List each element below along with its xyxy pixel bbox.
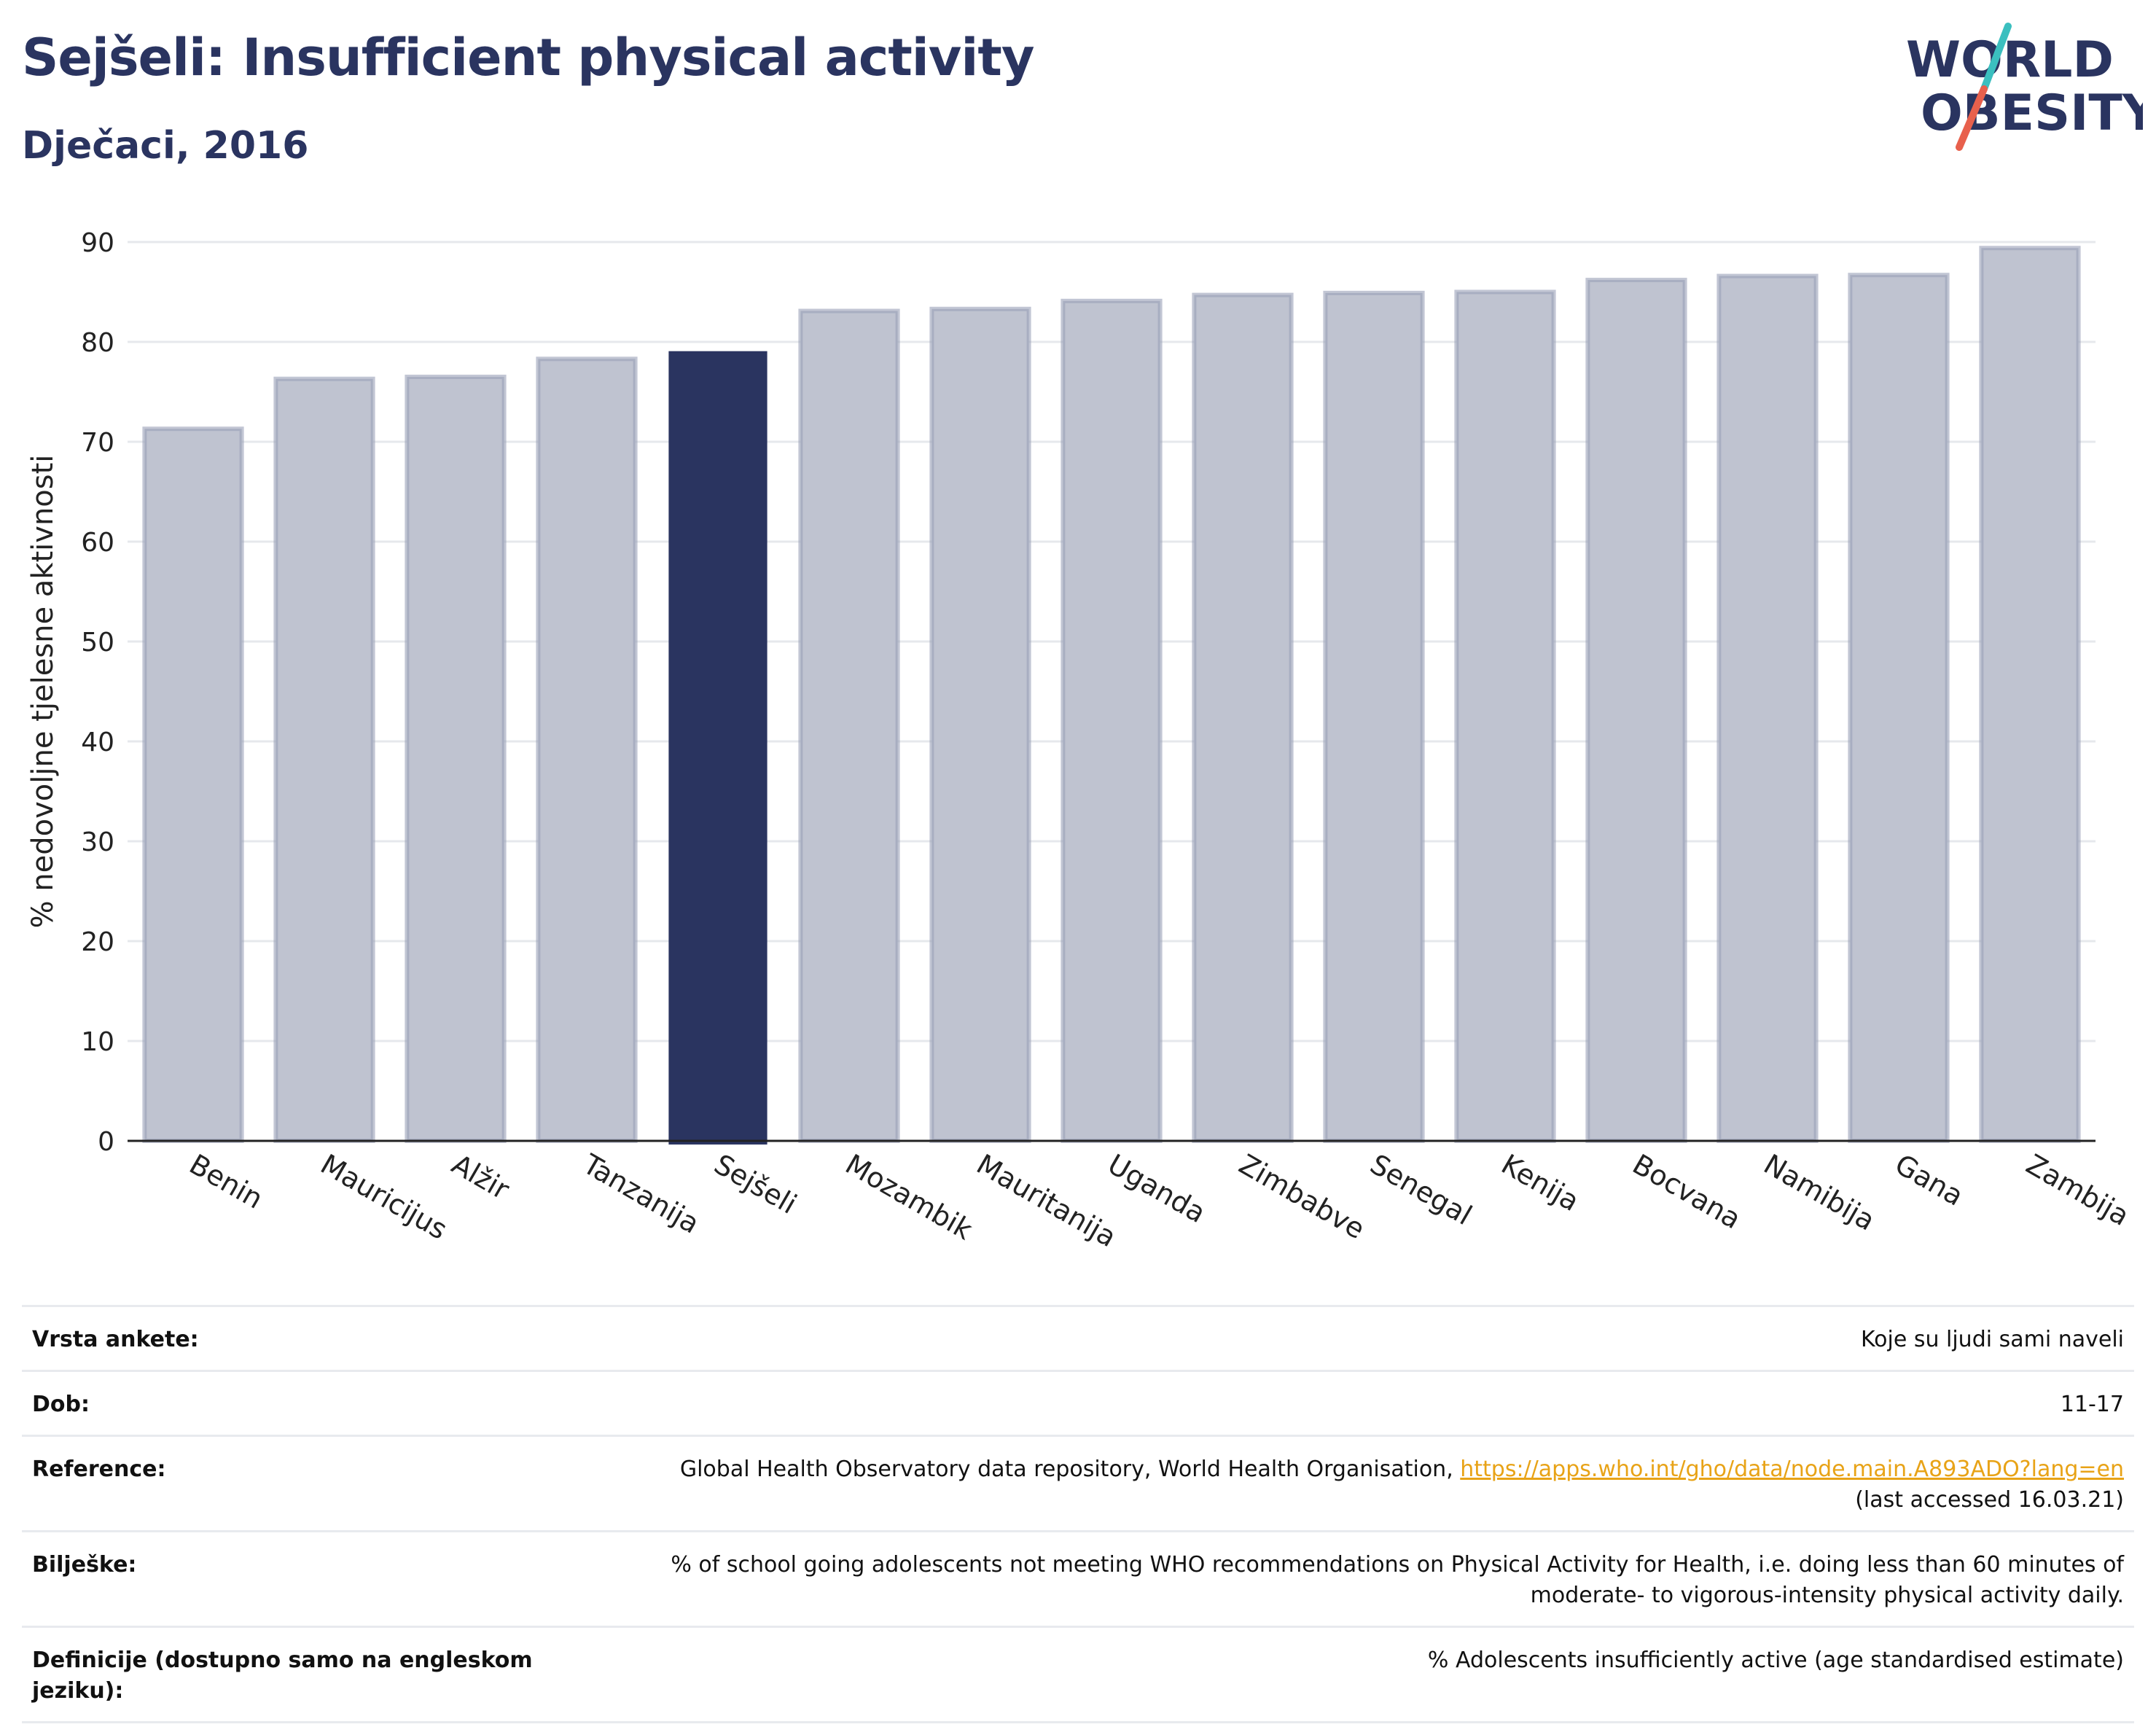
meta-label: Reference: (32, 1457, 166, 1482)
page-title: Sejšeli: Insufficient physical activity (22, 28, 1035, 87)
bar-zimbabve (1192, 292, 1294, 1144)
y-axis-title: % nedovoljne tjelesne aktivnosti (26, 455, 60, 929)
meta-label: Definicije (dostupno samo na engleskom j… (32, 1648, 533, 1704)
y-tick-label: 50 (81, 628, 114, 658)
bar-mozambik (798, 308, 900, 1143)
bar-tanzanija (536, 356, 638, 1143)
meta-label: Dob: (32, 1392, 90, 1417)
y-tick-labels: 0 10 20 30 40 50 60 70 80 90 (81, 228, 114, 1157)
bar-bocvana (1585, 278, 1687, 1143)
metadata-table: Vrsta ankete: Koje su ljudi sami naveli … (22, 1305, 2134, 1723)
logo-slash-top (1980, 23, 2012, 93)
x-tick-label: Benin (184, 1148, 269, 1215)
y-tick-label: 10 (81, 1027, 114, 1057)
world-obesity-logo-graphic: WORLD OBESITY (1906, 23, 2156, 151)
x-tick-label: Namibija (1759, 1148, 1880, 1237)
meta-label: Vrsta ankete: (32, 1327, 199, 1352)
bar-zambija (1979, 246, 2081, 1144)
x-tick-label: Tanzanija (577, 1147, 705, 1240)
x-tick-label: Mauricijus (316, 1148, 453, 1246)
x-tick-label: Mauritanija (972, 1148, 1122, 1254)
x-tick-label: Uganda (1103, 1148, 1211, 1229)
x-tick-label: Kenija (1496, 1148, 1585, 1218)
y-tick-label: 20 (81, 927, 114, 957)
y-tick-label: 0 (98, 1127, 114, 1157)
x-tick-label: Gana (1890, 1148, 1969, 1212)
bar-chart-svg: 0 10 20 30 40 50 60 70 80 90 Benin MauricijusAlžir… (26, 228, 2135, 1253)
bar-benin (142, 426, 244, 1143)
y-tick-label: 40 (81, 728, 114, 757)
x-tick-label: Zambija (2021, 1148, 2135, 1233)
x-tick-label: Bocvana (1628, 1148, 1746, 1236)
bar-alžir (405, 374, 507, 1144)
x-tick-label: Zimbabve (1234, 1148, 1370, 1246)
logo-line2: OBESITY (1921, 85, 2143, 142)
bars (142, 246, 2081, 1145)
reference-link[interactable]: https://apps.who.int/gho/data/node.main.… (1460, 1457, 2124, 1482)
bar-mauricijus (273, 376, 375, 1144)
meta-row-age: Dob: 11-17 (22, 1370, 2134, 1435)
meta-row-definitions: Definicije (dostupno samo na engleskom j… (22, 1626, 2134, 1723)
meta-value: 11-17 (2060, 1392, 2124, 1417)
page-subtitle: Dječaci, 2016 (22, 124, 309, 168)
y-tick-label: 30 (81, 827, 114, 857)
meta-label: Bilješke: (32, 1552, 137, 1578)
bar-namibija (1716, 273, 1819, 1144)
x-tick-label: Senegal (1365, 1148, 1477, 1232)
bar-chart: 0 10 20 30 40 50 60 70 80 90 Benin Mauricijus Alžir… (0, 204, 2156, 1283)
meta-value: % Adolescents insufficiently active (age… (1427, 1648, 2124, 1673)
bar-kenija (1454, 289, 1556, 1143)
x-tick-label: Alžir (447, 1148, 515, 1206)
world-obesity-logo: WORLD OBESITY (1902, 22, 2156, 153)
logo-line1: WORLD (1906, 31, 2114, 89)
y-tick-label: 90 (81, 228, 114, 258)
reference-accessed: (last accessed 16.03.21) (1855, 1487, 2124, 1513)
meta-value: % of school going adolescents not meetin… (671, 1552, 2124, 1608)
x-tick-label: Mozambik (840, 1148, 978, 1247)
bar-senegal (1323, 290, 1425, 1144)
y-tick-label: 70 (81, 428, 114, 458)
bar-uganda (1061, 298, 1163, 1144)
y-tick-label: 60 (81, 528, 114, 558)
x-tick-label: Sejšeli (709, 1148, 802, 1220)
y-tick-label: 80 (81, 328, 114, 358)
bar-sejšeli (668, 351, 768, 1145)
bar-mauritanija (929, 306, 1031, 1143)
meta-row-reference: Reference: Global Health Observatory dat… (22, 1435, 2134, 1530)
meta-row-survey-type: Vrsta ankete: Koje su ljudi sami naveli (22, 1305, 2134, 1370)
meta-value: Koje su ljudi sami naveli (1860, 1327, 2124, 1352)
meta-row-notes: Bilješke: % of school going adolescents … (22, 1530, 2134, 1626)
bar-gana (1848, 273, 1950, 1144)
logo-slash-bottom (1956, 85, 1988, 151)
reference-text: Global Health Observatory data repositor… (679, 1457, 1461, 1482)
meta-value: Global Health Observatory data repositor… (542, 1454, 2124, 1516)
